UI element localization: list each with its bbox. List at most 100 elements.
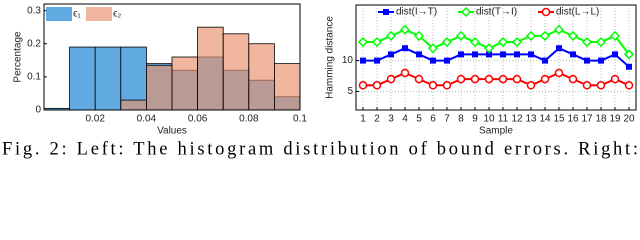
x-tick-label: 14 bbox=[539, 114, 551, 125]
point bbox=[570, 51, 576, 58]
point bbox=[528, 51, 534, 58]
point bbox=[582, 81, 592, 90]
y-tick-label: 0 bbox=[35, 105, 41, 116]
point bbox=[400, 68, 410, 78]
point bbox=[623, 49, 635, 60]
point bbox=[541, 7, 551, 17]
histogram-bar bbox=[145, 64, 173, 111]
legend-label: ϵ₂ bbox=[113, 9, 121, 20]
point bbox=[483, 43, 495, 54]
x-tick-label: 1 bbox=[360, 114, 366, 125]
y-axis-label: Percentage bbox=[13, 31, 24, 83]
point bbox=[428, 81, 438, 90]
x-axis-label: Sample bbox=[479, 126, 513, 137]
point bbox=[458, 51, 464, 58]
point bbox=[372, 81, 382, 90]
y-tick-label: 0.3 bbox=[27, 5, 41, 16]
x-tick-label: 7 bbox=[444, 114, 450, 125]
point bbox=[610, 74, 620, 84]
x-tick-label: 5 bbox=[416, 114, 422, 125]
point bbox=[540, 74, 550, 84]
point bbox=[416, 51, 422, 58]
point bbox=[460, 6, 472, 18]
y-tick-label: 0.1 bbox=[27, 72, 41, 83]
legend-label: ϵ₁ bbox=[73, 9, 81, 20]
point bbox=[413, 30, 425, 41]
point bbox=[596, 81, 606, 90]
legend-label: dist(T→I) bbox=[476, 7, 517, 18]
point bbox=[514, 51, 520, 58]
point bbox=[500, 51, 506, 58]
y-tick-label: 5 bbox=[347, 86, 353, 97]
x-tick-label: 8 bbox=[458, 114, 464, 125]
point bbox=[441, 36, 453, 48]
x-tick-label: 17 bbox=[581, 114, 593, 125]
point bbox=[442, 81, 452, 90]
x-axis-label: Values bbox=[157, 126, 187, 137]
point bbox=[402, 45, 408, 52]
x-tick-label: 11 bbox=[498, 114, 509, 125]
point bbox=[444, 57, 450, 64]
point bbox=[472, 51, 478, 58]
histogram-bar bbox=[94, 46, 122, 111]
point bbox=[539, 30, 551, 41]
x-tick-label: 19 bbox=[609, 114, 621, 125]
point bbox=[430, 57, 436, 64]
point bbox=[498, 74, 508, 84]
point bbox=[388, 51, 394, 58]
point bbox=[526, 81, 536, 90]
point bbox=[595, 36, 607, 48]
histogram-bar bbox=[222, 33, 250, 111]
point bbox=[470, 74, 480, 84]
point bbox=[357, 36, 369, 48]
point bbox=[414, 74, 424, 84]
point bbox=[371, 36, 383, 48]
x-tick-label: 15 bbox=[553, 114, 565, 125]
x-tick-label: 3 bbox=[388, 114, 394, 125]
x-tick-label: 18 bbox=[595, 114, 607, 125]
point bbox=[455, 30, 467, 41]
plot-frame bbox=[43, 3, 301, 111]
caption: Fig. 2: Left: The histogram distribution… bbox=[2, 139, 638, 159]
point bbox=[553, 24, 565, 35]
point bbox=[383, 9, 389, 15]
x-tick-label: 0.04 bbox=[137, 114, 157, 125]
histogram-bar bbox=[69, 46, 96, 111]
x-tick-label: 10 bbox=[483, 114, 495, 125]
point bbox=[374, 57, 380, 64]
histogram-bar bbox=[120, 99, 147, 111]
legend-label: dist(I→T) bbox=[396, 7, 437, 18]
x-tick-label: 0.06 bbox=[188, 114, 208, 125]
point bbox=[360, 57, 366, 64]
point bbox=[626, 63, 632, 70]
x-tick-label: 6 bbox=[430, 114, 436, 125]
point bbox=[497, 36, 509, 48]
point bbox=[385, 30, 397, 41]
point bbox=[525, 30, 537, 41]
histogram-bar bbox=[120, 46, 147, 111]
point bbox=[554, 68, 564, 78]
figure: Fig. 2: Left: The histogram distribution… bbox=[2, 3, 638, 159]
point bbox=[609, 30, 621, 41]
y-tick-label: 0.2 bbox=[27, 38, 41, 49]
x-tick-label: 9 bbox=[472, 114, 478, 125]
point bbox=[512, 74, 522, 84]
x-tick-label: 2 bbox=[374, 114, 380, 125]
point bbox=[542, 57, 548, 64]
y-axis-label: Hamming distance bbox=[325, 16, 336, 99]
histogram-bar bbox=[197, 26, 224, 111]
legend-swatch bbox=[46, 7, 72, 21]
legend-swatch bbox=[86, 7, 112, 21]
x-tick-label: 0.1 bbox=[293, 114, 307, 125]
legend-label: dist(L→L) bbox=[556, 7, 599, 18]
plot-frame bbox=[355, 4, 637, 111]
histogram-bar bbox=[248, 43, 275, 111]
x-tick-label: 12 bbox=[511, 114, 523, 125]
point bbox=[624, 81, 634, 90]
x-tick-label: 13 bbox=[525, 114, 537, 125]
point bbox=[511, 36, 523, 48]
point bbox=[581, 36, 593, 48]
point bbox=[568, 74, 578, 84]
point bbox=[399, 24, 411, 35]
point bbox=[486, 51, 492, 58]
